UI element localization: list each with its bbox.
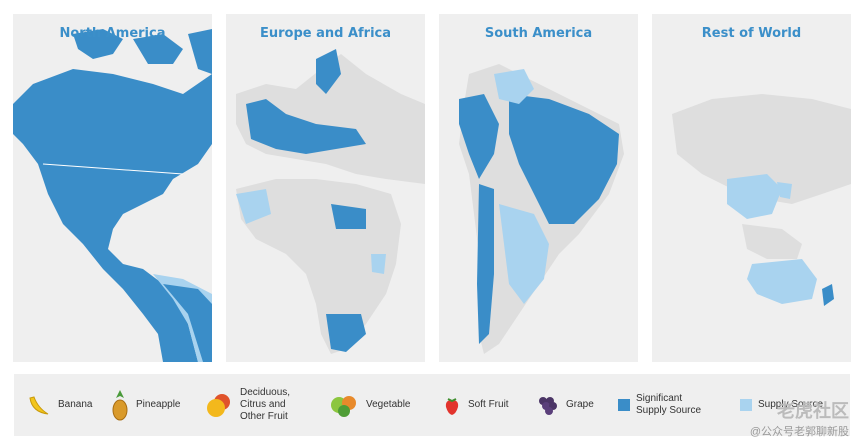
north-america-map [13,29,212,362]
legend-item-significant: Significant Supply Source [618,374,701,436]
legend-item-vegetable: Vegetable [328,374,411,436]
soft-fruit-icon [445,398,459,415]
legend: Banana Pineapple Deciduous, Citrus and O… [14,374,850,436]
panel-title: Rest of World [701,26,802,41]
panel-south-america: South America [439,14,638,362]
panel-title: Europe and Africa [259,26,392,41]
panel-title: North America [59,26,166,41]
panel-rest-of-world: Rest of World [652,14,851,362]
deciduous-fruit-icon [207,394,230,417]
grape-icon [539,397,557,415]
panel-europe-africa: Europe and Africa [226,14,425,362]
legend-item-banana: Banana [26,374,92,436]
legend-item-supply: Supply Source [740,374,823,436]
legend-item-grape: Grape [534,374,594,436]
panel-north-america: North America [13,14,212,362]
europe-africa-map [236,49,425,354]
banana-icon [29,396,49,415]
pineapple-icon [112,390,128,421]
vegetable-icon [331,396,356,417]
rest-of-world-map [672,94,851,306]
panel-title: South America [484,26,593,41]
significant-swatch [618,399,630,411]
watermark: 老虎社区 @公众号老郭聊新股 [749,401,849,438]
legend-item-deciduous: Deciduous, Citrus and Other Fruit [204,374,290,436]
south-america-map [459,64,624,354]
legend-item-soft-fruit: Soft Fruit [442,374,509,436]
legend-item-pineapple: Pineapple [110,374,180,436]
supply-swatch [740,399,752,411]
